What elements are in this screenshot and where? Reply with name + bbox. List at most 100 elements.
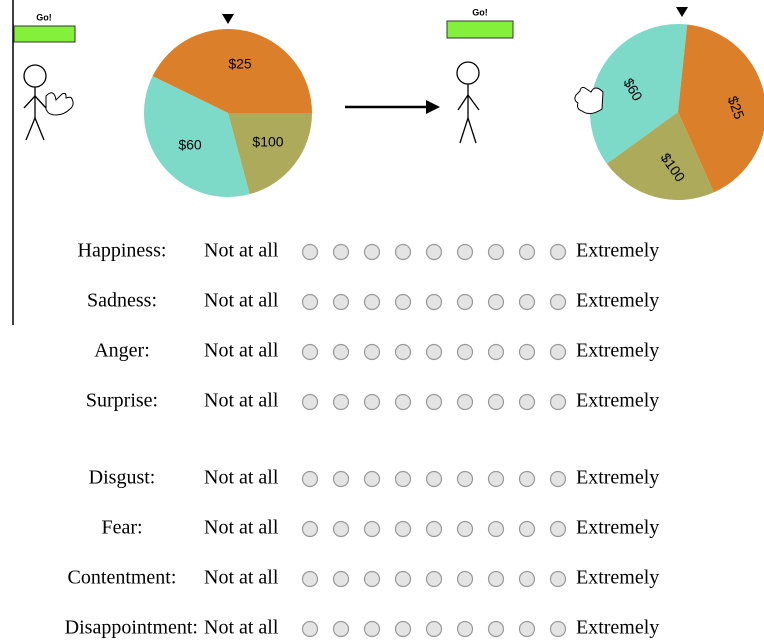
radio-button[interactable] (332, 520, 350, 538)
emotion-label: Contentment: (68, 567, 177, 589)
emotion-label: Happiness: (78, 240, 167, 262)
pointer (676, 7, 688, 17)
stick-figure (23, 64, 47, 141)
radio-button[interactable] (456, 570, 474, 588)
radio-button[interactable] (425, 570, 443, 588)
emotion-label: Anger: (94, 340, 150, 362)
radio-button[interactable] (363, 293, 381, 311)
emotion-label: Surprise: (86, 390, 158, 412)
radio-button[interactable] (518, 293, 536, 311)
radio-button[interactable] (363, 620, 381, 638)
radio-button[interactable] (425, 343, 443, 361)
radio-button[interactable] (394, 620, 412, 638)
radio-button[interactable] (301, 293, 319, 311)
radio-button[interactable] (456, 293, 474, 311)
scale-low-label: Not at all (204, 567, 279, 589)
wheel-slice (152, 28, 312, 113)
radio-button[interactable] (518, 343, 536, 361)
radio-button[interactable] (487, 393, 505, 411)
radio-button[interactable] (394, 293, 412, 311)
radio-button[interactable] (487, 470, 505, 488)
wheel-slice (144, 76, 250, 197)
emotion-label: Disappointment: (65, 617, 198, 639)
button-label: Go! (36, 12, 52, 22)
radio-button[interactable] (301, 520, 319, 538)
radio-button[interactable] (394, 520, 412, 538)
radio-button[interactable] (518, 570, 536, 588)
scale-low-label: Not at all (204, 390, 279, 412)
radio-button[interactable] (518, 393, 536, 411)
radio-button[interactable] (456, 243, 474, 261)
go-button[interactable] (446, 20, 514, 39)
radio-button[interactable] (549, 470, 567, 488)
radio-button[interactable] (425, 393, 443, 411)
radio-button[interactable] (363, 343, 381, 361)
radio-button[interactable] (425, 293, 443, 311)
radio-button[interactable] (394, 570, 412, 588)
scale-high-label: Extremely (576, 390, 659, 412)
radio-button[interactable] (487, 570, 505, 588)
radio-button[interactable] (425, 243, 443, 261)
radio-button[interactable] (487, 620, 505, 638)
pointer (222, 14, 234, 24)
radio-button[interactable] (394, 393, 412, 411)
radio-button[interactable] (394, 343, 412, 361)
radio-button[interactable] (456, 343, 474, 361)
radio-button[interactable] (487, 520, 505, 538)
radio-button[interactable] (332, 243, 350, 261)
radio-button[interactable] (332, 470, 350, 488)
radio-button[interactable] (301, 243, 319, 261)
radio-button[interactable] (549, 243, 567, 261)
radio-button[interactable] (332, 570, 350, 588)
hand (574, 86, 604, 115)
scale-high-label: Extremely (576, 290, 659, 312)
radio-button[interactable] (301, 393, 319, 411)
radio-button[interactable] (425, 620, 443, 638)
radio-button[interactable] (332, 620, 350, 638)
radio-button[interactable] (487, 343, 505, 361)
radio-button[interactable] (363, 520, 381, 538)
radio-button[interactable] (425, 520, 443, 538)
radio-button[interactable] (425, 470, 443, 488)
radio-button[interactable] (332, 343, 350, 361)
radio-button[interactable] (363, 570, 381, 588)
radio-button[interactable] (301, 343, 319, 361)
radio-button[interactable] (549, 343, 567, 361)
radio-button[interactable] (549, 393, 567, 411)
radio-button[interactable] (487, 293, 505, 311)
radio-button[interactable] (456, 470, 474, 488)
radio-button[interactable] (363, 393, 381, 411)
scale-high-label: Extremely (576, 617, 659, 639)
radio-button[interactable] (518, 620, 536, 638)
radio-button[interactable] (332, 393, 350, 411)
stick-figure (456, 61, 480, 144)
hand (45, 92, 74, 116)
radio-button[interactable] (487, 243, 505, 261)
radio-button[interactable] (363, 470, 381, 488)
go-button[interactable] (13, 25, 76, 43)
scale-low-label: Not at all (204, 617, 279, 639)
radio-button[interactable] (549, 620, 567, 638)
radio-button[interactable] (301, 470, 319, 488)
radio-button[interactable] (549, 520, 567, 538)
scale-low-label: Not at all (204, 517, 279, 539)
radio-button[interactable] (518, 243, 536, 261)
scale-low-label: Not at all (204, 340, 279, 362)
scale-high-label: Extremely (576, 517, 659, 539)
radio-button[interactable] (456, 393, 474, 411)
radio-button[interactable] (549, 570, 567, 588)
slice-label: $100 (252, 134, 283, 150)
radio-button[interactable] (363, 243, 381, 261)
radio-button[interactable] (518, 520, 536, 538)
radio-button[interactable] (456, 520, 474, 538)
radio-button[interactable] (332, 293, 350, 311)
radio-button[interactable] (549, 293, 567, 311)
scale-high-label: Extremely (576, 567, 659, 589)
emotion-label: Sadness: (87, 290, 157, 312)
radio-button[interactable] (456, 620, 474, 638)
radio-button[interactable] (394, 470, 412, 488)
radio-button[interactable] (518, 470, 536, 488)
radio-button[interactable] (394, 243, 412, 261)
radio-button[interactable] (301, 620, 319, 638)
radio-button[interactable] (301, 570, 319, 588)
